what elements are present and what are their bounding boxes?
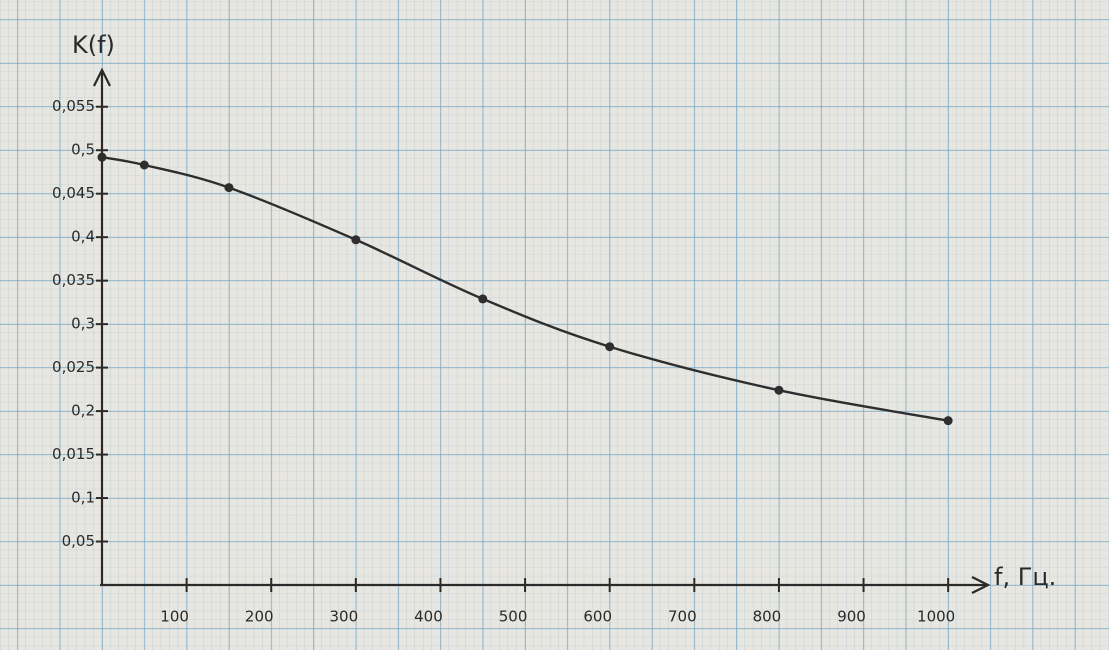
point — [224, 183, 234, 193]
x-tick-label: 1000 — [917, 608, 955, 626]
point — [97, 152, 107, 162]
y-tick-label: 0,4 — [71, 228, 95, 246]
y-arrow — [93, 67, 111, 87]
x-tick-label: 600 — [583, 608, 612, 626]
point — [605, 342, 615, 352]
x-tick-label: 400 — [414, 608, 443, 626]
point — [943, 416, 953, 426]
y-tick-label: 0,05 — [62, 532, 95, 550]
y-tick-label: 0,045 — [52, 184, 95, 202]
x-tick-label: 100 — [160, 608, 189, 626]
point — [139, 160, 149, 170]
y-tick-label: 0,1 — [71, 489, 95, 507]
x-tick-label: 200 — [245, 608, 274, 626]
x-tick-label: 300 — [330, 608, 359, 626]
x-tick-label: 800 — [753, 608, 782, 626]
y-tick-label: 0,025 — [52, 358, 95, 376]
point — [774, 385, 784, 395]
y-tick-label: 0,5 — [71, 141, 95, 159]
y-tick-label: 0,035 — [52, 271, 95, 289]
y-tick-label: 0,055 — [52, 97, 95, 115]
x-tick-label: 900 — [837, 608, 866, 626]
y-tick-label: 0,3 — [71, 315, 95, 333]
x-axis-label: f, Гц. — [994, 563, 1056, 591]
point — [478, 294, 488, 304]
y-tick-label: 0,2 — [71, 402, 95, 420]
y-tick-label: 0,015 — [52, 445, 95, 463]
y-axis-label: K(f) — [72, 31, 115, 59]
x-tick-label: 500 — [499, 608, 528, 626]
point — [351, 235, 361, 245]
x-tick-label: 700 — [668, 608, 697, 626]
x-arrow — [971, 576, 991, 594]
